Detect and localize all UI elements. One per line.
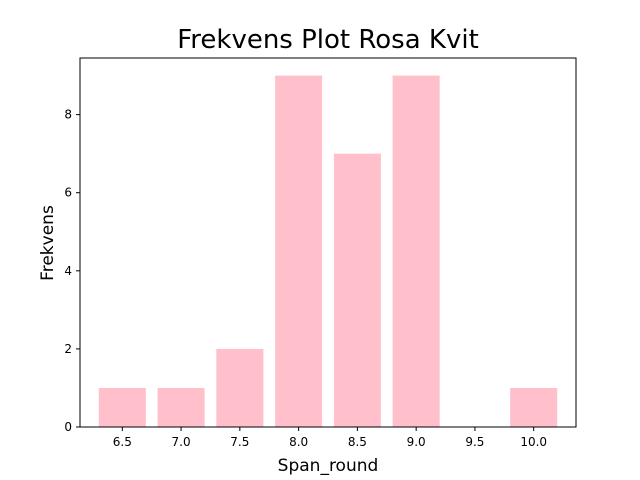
x-axis-ticks: 6.5 7.0 7.5 8.0 8.5 9.0 9.5 10.0 xyxy=(113,427,547,449)
x-tick-label: 9.0 xyxy=(407,435,426,449)
x-tick-label: 8.0 xyxy=(289,435,308,449)
x-tick-label: 9.5 xyxy=(465,435,484,449)
bar-6-5 xyxy=(98,387,146,427)
x-tick-label: 7.0 xyxy=(172,435,191,449)
x-tick-label: 7.5 xyxy=(230,435,249,449)
y-tick-label: 6 xyxy=(64,186,72,200)
y-axis-ticks: 0 2 4 6 8 xyxy=(64,108,80,434)
bar-9 xyxy=(392,75,440,428)
bar-series xyxy=(98,75,558,428)
y-tick-label: 2 xyxy=(64,342,72,356)
bar-7 xyxy=(157,387,205,427)
y-tick-label: 8 xyxy=(64,108,72,122)
y-tick-label: 0 xyxy=(64,420,72,434)
x-tick-label: 6.5 xyxy=(113,435,132,449)
y-tick-label: 4 xyxy=(64,264,72,278)
bar-8-5 xyxy=(333,153,381,427)
bar-10 xyxy=(510,387,558,427)
plot-area-frame xyxy=(79,57,577,428)
x-tick-label: 10.0 xyxy=(520,435,547,449)
chart-title: Frekvens Plot Rosa Kvit xyxy=(177,25,479,55)
x-tick-label: 8.5 xyxy=(348,435,367,449)
y-axis-label: Frekvens xyxy=(38,205,58,281)
bar-7-5 xyxy=(216,348,264,427)
bar-8 xyxy=(275,75,323,428)
x-axis-label: Span_round xyxy=(278,456,379,476)
